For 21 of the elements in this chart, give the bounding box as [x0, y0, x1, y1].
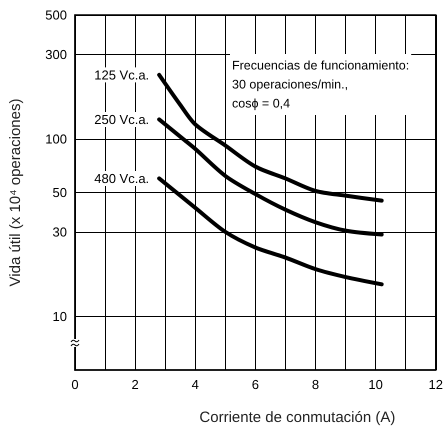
x-tick-label: 12	[428, 377, 444, 392]
y-tick-label: 100	[45, 132, 67, 147]
series-label: 480 Vc.a.	[94, 170, 150, 186]
x-axis-title: Corriente de conmutación (A)	[199, 409, 396, 426]
y-tick-label: 300	[45, 46, 67, 62]
y-axis-title: Vida útil (x 10⁴ operaciones)	[7, 98, 24, 286]
y-tick-label: 500	[45, 8, 67, 22]
annotation: Frecuencias de funcionamiento:	[232, 58, 410, 72]
series-label: 250 Vc.a.	[94, 112, 150, 127]
x-tick-label: 0	[71, 377, 79, 392]
y-tick-label: 50	[52, 185, 67, 200]
x-tick-label: 8	[312, 377, 320, 392]
y-tick-label: 30	[52, 224, 67, 240]
x-tick-label: 2	[132, 377, 139, 392]
annotation: 30 operaciones/min.,	[232, 78, 348, 92]
x-tick-label: 10	[368, 377, 383, 392]
x-tick-label: 6	[252, 377, 259, 392]
y-tick-label: 10	[52, 309, 67, 324]
x-tick-label: 4	[192, 377, 199, 392]
annotation: cosϕ = 0,4	[232, 96, 290, 110]
series-label: 125 Vc.a.	[94, 67, 150, 82]
